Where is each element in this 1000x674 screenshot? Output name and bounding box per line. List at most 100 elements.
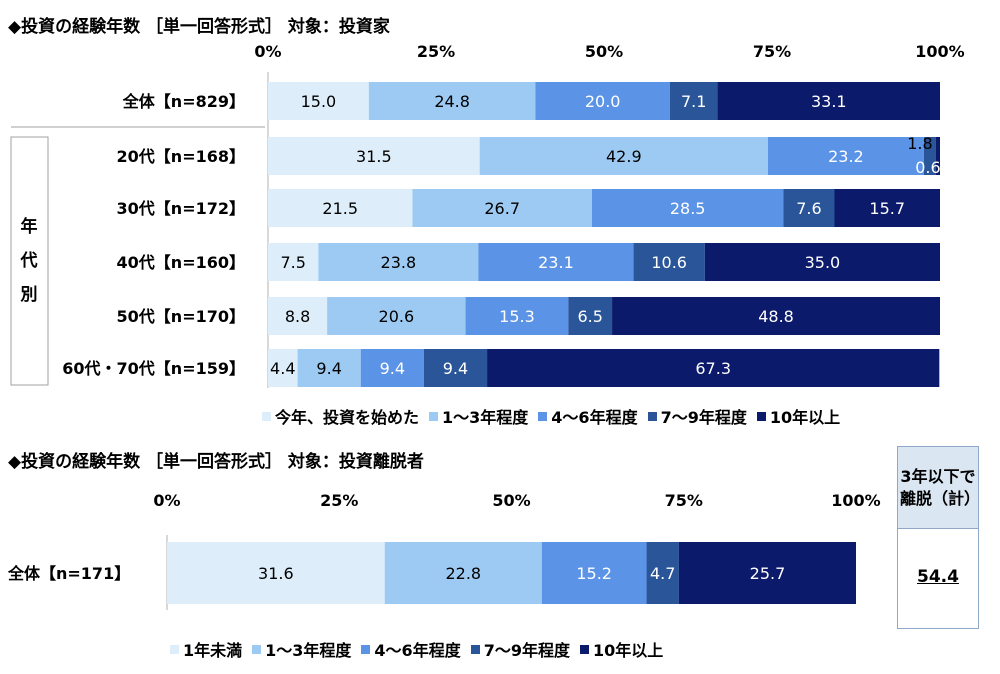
legend-item: 1年未満 xyxy=(170,637,242,661)
data-label: 42.9 xyxy=(606,147,642,166)
x-tick-label: 50% xyxy=(492,491,530,510)
legend-label: 4～6年程度 xyxy=(551,408,638,427)
legend-item: 7～9年程度 xyxy=(470,637,570,661)
legend-item: 7～9年程度 xyxy=(647,404,747,428)
bar-segment xyxy=(327,297,466,335)
data-label: 7.1 xyxy=(681,92,706,111)
category-label: 50代【n=170】 xyxy=(117,307,245,326)
data-label: 23.1 xyxy=(538,253,574,272)
x-tick-label: 25% xyxy=(417,42,455,61)
bar-segment xyxy=(834,189,940,227)
bar-segment xyxy=(423,349,488,387)
bar-segment xyxy=(360,349,424,387)
data-label: 31.6 xyxy=(258,564,294,583)
legend-swatch xyxy=(361,644,371,654)
category-label: 30代【n=172】 xyxy=(117,199,245,218)
legend-swatch xyxy=(429,411,439,421)
legend-item: 10年以上 xyxy=(756,404,840,428)
data-label: 22.8 xyxy=(445,564,481,583)
bar-segment xyxy=(465,297,569,335)
data-label: 15.3 xyxy=(499,307,535,326)
age-group-label: 年 xyxy=(21,216,38,237)
legend-label: 1～3年程度 xyxy=(265,641,352,660)
chart2-title: ◆投資の経験年数 ［単一回答形式］ 対象：投資離脱者 xyxy=(8,452,424,472)
bar-segment xyxy=(487,349,940,387)
data-label: 33.1 xyxy=(811,92,847,111)
data-label: 35.0 xyxy=(805,253,841,272)
data-label: 67.3 xyxy=(695,359,731,378)
bar-segment xyxy=(479,137,768,175)
bar-segment xyxy=(767,137,924,175)
bar-segment xyxy=(167,542,385,604)
bar-segment xyxy=(412,189,592,227)
bar-segment xyxy=(633,243,705,281)
legend-item: 1～3年程度 xyxy=(429,404,528,428)
summary-value: 54.4 xyxy=(917,567,959,587)
data-label: 31.5 xyxy=(356,147,392,166)
legend-label: 今年、投資を始めた xyxy=(275,408,420,427)
data-label: 25.7 xyxy=(750,564,786,583)
bar-segment xyxy=(669,82,718,120)
category-label: 全体【n=829】 xyxy=(122,92,245,111)
data-label: 6.5 xyxy=(577,307,602,326)
legend-swatch xyxy=(262,411,271,421)
x-tick-label: 0% xyxy=(254,42,281,61)
bar-segment xyxy=(612,297,940,335)
legend-swatch xyxy=(579,644,589,654)
bar-segment xyxy=(268,297,328,335)
legend-item: 1～3年程度 xyxy=(252,637,351,661)
bar-segment xyxy=(268,349,298,387)
data-label: 8.8 xyxy=(285,307,310,326)
bar-segment xyxy=(368,82,536,120)
bar-segment xyxy=(318,243,479,281)
data-label: 15.2 xyxy=(576,564,612,583)
category-label: 全体【n=171】 xyxy=(7,564,130,583)
category-label: 60代・70代【n=159】 xyxy=(62,359,245,378)
legend-swatch xyxy=(538,411,548,421)
legend-swatch xyxy=(647,411,657,421)
data-label: 48.8 xyxy=(758,307,794,326)
category-label: 40代【n=160】 xyxy=(117,253,245,272)
legend-label: 7～9年程度 xyxy=(660,408,747,427)
data-label: 15.0 xyxy=(301,92,337,111)
x-tick-label: 25% xyxy=(320,491,358,510)
bar-segment xyxy=(268,243,319,281)
x-tick-label: 75% xyxy=(753,42,791,61)
data-label: 9.4 xyxy=(443,359,468,378)
data-label: 4.4 xyxy=(270,359,295,378)
bar-segment xyxy=(783,189,835,227)
chart1-stacked-bar: 年代別 0% 25% 50% 75% 100% 全体【n=829】 15.0 24.8 20.0 7… xyxy=(10,42,965,388)
data-label: 26.7 xyxy=(484,199,520,218)
age-group-box xyxy=(10,136,49,386)
data-label: 21.5 xyxy=(322,199,358,218)
legend-swatch xyxy=(252,644,262,654)
data-label: 9.4 xyxy=(380,359,405,378)
bar-segment xyxy=(923,137,936,175)
bar-segment xyxy=(704,243,940,281)
legend-swatch xyxy=(756,411,766,421)
summary-header: 3年以下で離脱（計） xyxy=(898,447,980,529)
bar-segment xyxy=(678,542,856,604)
bar-segment xyxy=(568,297,613,335)
data-label: 28.5 xyxy=(670,199,706,218)
chart1-title: ◆投資の経験年数 ［単一回答形式］ 対象：投資家 xyxy=(8,17,390,37)
legend-item: 今年、投資を始めた xyxy=(262,404,419,428)
bar-segment xyxy=(478,243,634,281)
bar-segment xyxy=(268,137,480,175)
data-label: 10.6 xyxy=(651,253,687,272)
chart2-legend: 1年未満 1～3年程度 4～6年程度 7～9年程度 10年以上 xyxy=(170,637,673,661)
x-tick-label: 0% xyxy=(153,491,180,510)
legend-label: 1年未満 xyxy=(183,641,243,660)
x-tick-label: 100% xyxy=(915,42,964,61)
bar-segment xyxy=(268,82,369,120)
bar-segment xyxy=(646,542,679,604)
bar-segment xyxy=(935,137,940,175)
legend-label: 10年以上 xyxy=(592,641,664,660)
legend-label: 4～6年程度 xyxy=(374,641,461,660)
data-label: 23.8 xyxy=(381,253,417,272)
bar-segment xyxy=(535,82,670,120)
data-label: 0.6 xyxy=(915,158,940,177)
age-group-label: 代 xyxy=(20,250,38,271)
bar-segment xyxy=(384,542,542,604)
legend-swatch xyxy=(170,644,179,654)
